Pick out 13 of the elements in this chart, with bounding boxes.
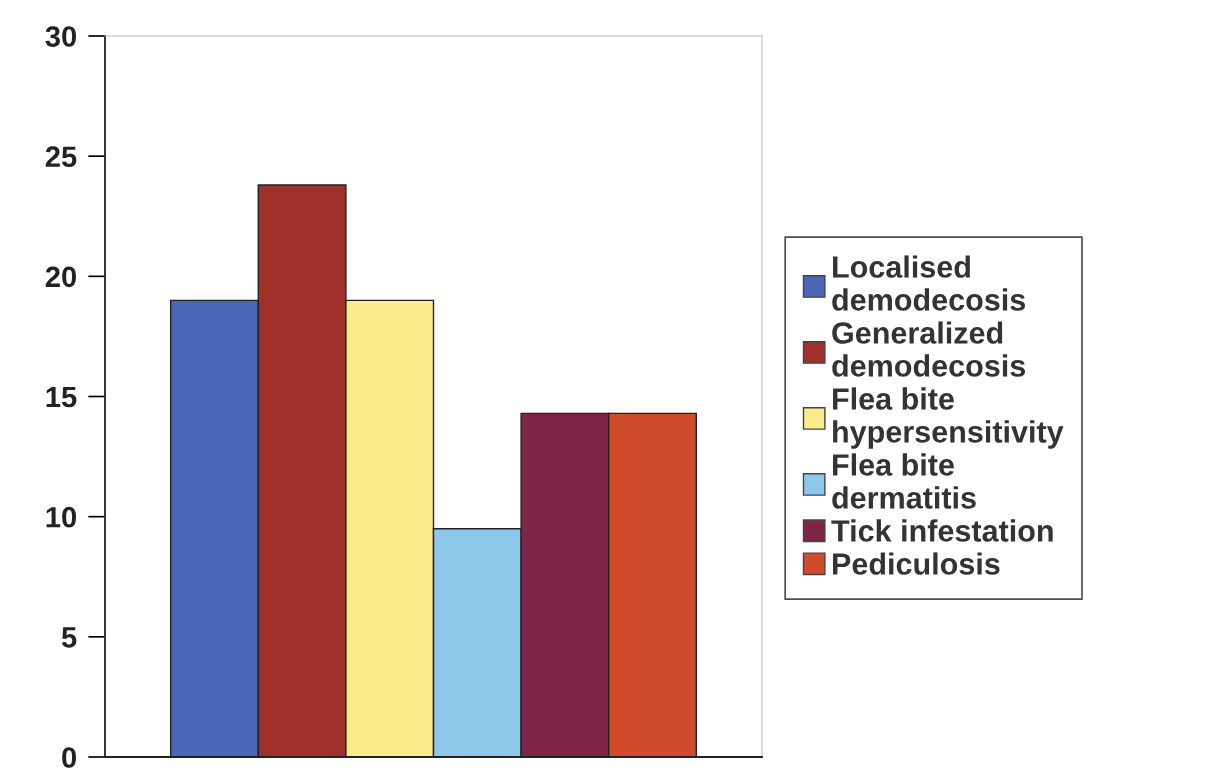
legend-label: Generalized demodecosis — [832, 321, 1026, 377]
y-tick-label: 20 — [45, 266, 77, 288]
y-tick-label: 10 — [46, 506, 77, 528]
legend-label: Flea bite dermatitis — [832, 453, 976, 509]
y-tick-label: 15 — [46, 387, 77, 408]
legend-label: Tick infestation — [831, 519, 1053, 542]
y-tick-label: 30 — [45, 26, 77, 47]
legend-label: Flea bite hypersensitivity — [833, 387, 1064, 449]
y-tick-label: 0 — [62, 747, 77, 768]
y-tick-label: 5 — [61, 627, 77, 648]
legend-label: Localised demodecosis — [832, 255, 1026, 311]
legend-label: Pediculosis — [833, 552, 1000, 575]
y-tick-label: 25 — [45, 146, 77, 168]
